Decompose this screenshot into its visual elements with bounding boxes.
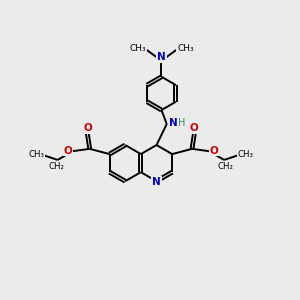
Text: CH₃: CH₃: [28, 150, 44, 159]
Text: CH₂: CH₂: [218, 162, 234, 171]
Text: N: N: [157, 52, 166, 62]
Text: O: O: [83, 123, 92, 133]
Text: O: O: [190, 123, 199, 133]
Text: O: O: [209, 146, 218, 156]
Text: O: O: [64, 146, 72, 156]
Text: CH₃: CH₃: [129, 44, 146, 53]
Text: N: N: [152, 177, 161, 187]
Text: N: N: [169, 118, 178, 128]
Text: CH₃: CH₃: [237, 150, 254, 159]
Text: H: H: [178, 118, 185, 128]
Text: CH₂: CH₂: [48, 162, 64, 171]
Text: CH₃: CH₃: [177, 44, 194, 53]
